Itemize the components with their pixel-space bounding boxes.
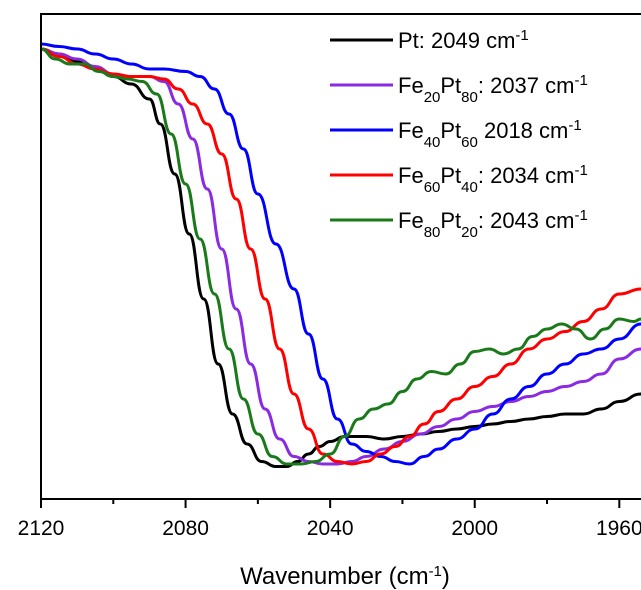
x-tick-label: 2040: [307, 517, 354, 540]
series-line-0: [41, 47, 641, 468]
legend-label-0: Pt: 2049 cm-1: [398, 27, 529, 54]
legend-label-2: Fe40Pt60 2018 cm-1: [398, 117, 582, 151]
series-line-2: [41, 42, 641, 466]
x-tick-label: 1960: [596, 517, 641, 540]
series-layer: [41, 42, 641, 468]
plot-frame: [40, 13, 641, 500]
x-axis-title: Wavenumber (cm-1): [240, 563, 450, 590]
x-tick-label: 2120: [18, 517, 65, 540]
legend-background: [326, 16, 639, 238]
x-tick-label: 2000: [451, 517, 498, 540]
legend: Pt: 2049 cm-1 Fe20Pt80: 2037 cm-1 Fe40Pt60…: [326, 16, 639, 241]
x-tick-label: 2080: [162, 517, 209, 540]
legend-label-4: Fe80Pt20: 2043 cm-1: [398, 207, 588, 241]
legend-label-1: Fe20Pt80: 2037 cm-1: [398, 72, 588, 106]
axes: 2120 2080 2040 2000 1960: [18, 13, 641, 540]
series-line-4: [41, 47, 641, 466]
legend-label-3: Fe60Pt40: 2034 cm-1: [398, 162, 588, 196]
